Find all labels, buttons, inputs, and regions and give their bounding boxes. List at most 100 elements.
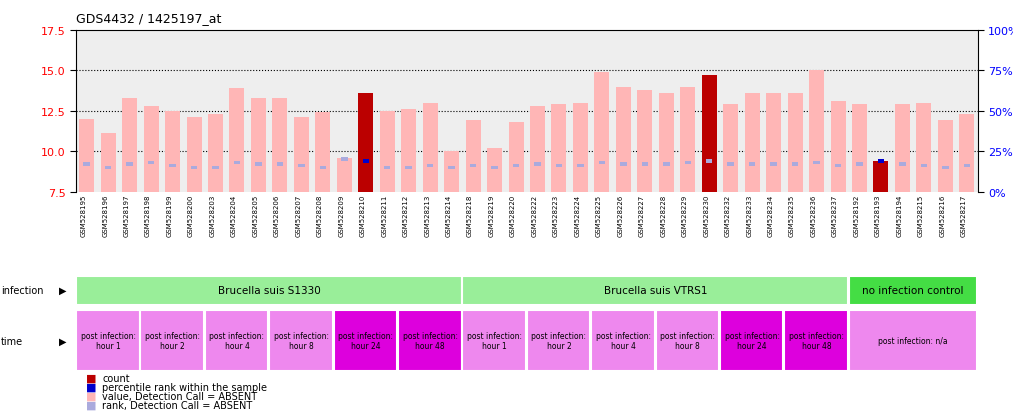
Bar (658, 94, 674, 192)
Bar (792, 163, 798, 166)
Bar (255, 163, 261, 166)
Bar (169, 164, 176, 168)
Text: GSM528225: GSM528225 (596, 195, 602, 237)
Bar (76, 310, 140, 371)
Text: GSM528218: GSM528218 (467, 195, 473, 237)
Bar (655, 310, 719, 371)
Bar (727, 163, 733, 166)
Bar (921, 164, 927, 168)
Text: GSM528215: GSM528215 (918, 195, 924, 237)
Bar (105, 166, 111, 170)
Text: GSM528229: GSM528229 (682, 195, 688, 237)
Bar (123, 99, 137, 192)
Bar (745, 94, 760, 192)
Bar (213, 166, 219, 170)
Bar (444, 152, 459, 192)
Bar (294, 118, 309, 192)
Bar (556, 164, 562, 168)
Bar (190, 166, 198, 170)
Bar (76, 276, 462, 305)
Text: GSM528217: GSM528217 (960, 195, 966, 237)
Bar (449, 166, 455, 170)
Text: post infection:
hour 48: post infection: hour 48 (402, 331, 458, 350)
Text: GSM528211: GSM528211 (381, 195, 387, 237)
Bar (637, 90, 652, 192)
Text: post infection:
hour 4: post infection: hour 4 (596, 331, 651, 350)
Bar (208, 115, 223, 192)
Text: post infection:
hour 2: post infection: hour 2 (145, 331, 201, 350)
Bar (141, 310, 204, 371)
Bar (462, 310, 526, 371)
Text: GSM528220: GSM528220 (510, 195, 516, 237)
Bar (595, 73, 610, 192)
Bar (723, 105, 738, 192)
Bar (551, 105, 566, 192)
Text: ▶: ▶ (59, 336, 66, 346)
Bar (787, 94, 802, 192)
Text: GSM528235: GSM528235 (789, 195, 795, 237)
Bar (384, 166, 390, 170)
Text: GSM528223: GSM528223 (553, 195, 559, 237)
Bar (462, 276, 848, 305)
Bar (702, 76, 717, 192)
Text: GSM528194: GSM528194 (897, 195, 903, 237)
Text: ▶: ▶ (59, 285, 66, 296)
Bar (681, 88, 695, 192)
Bar (856, 163, 863, 166)
Text: GSM528236: GSM528236 (810, 195, 816, 237)
Bar (592, 310, 654, 371)
Bar (938, 121, 953, 192)
Bar (165, 112, 180, 192)
Bar (641, 163, 648, 166)
Text: GSM528197: GSM528197 (124, 195, 130, 237)
Bar (405, 166, 412, 170)
Text: GSM528237: GSM528237 (832, 195, 838, 237)
Bar (144, 107, 159, 192)
Bar (269, 310, 332, 371)
Text: GSM528213: GSM528213 (424, 195, 431, 237)
Text: GSM528209: GSM528209 (338, 195, 344, 237)
Bar (534, 163, 541, 166)
Bar (599, 161, 605, 165)
Bar (577, 164, 583, 168)
Bar (809, 71, 824, 192)
Bar (766, 94, 781, 192)
Bar (205, 310, 268, 371)
Text: value, Detection Call = ABSENT: value, Detection Call = ABSENT (102, 391, 257, 401)
Bar (616, 88, 631, 192)
Bar (341, 158, 347, 161)
Bar (466, 121, 480, 192)
Text: GSM528224: GSM528224 (574, 195, 580, 237)
Text: GSM528226: GSM528226 (617, 195, 623, 237)
Bar (900, 163, 906, 166)
Text: post infection:
hour 8: post infection: hour 8 (274, 331, 329, 350)
Text: GSM528203: GSM528203 (210, 195, 216, 237)
Bar (487, 149, 502, 192)
Bar (359, 94, 373, 192)
Text: GSM528232: GSM528232 (724, 195, 730, 237)
Bar (186, 118, 202, 192)
Bar (127, 163, 133, 166)
Text: GSM528222: GSM528222 (532, 195, 538, 237)
Text: time: time (1, 336, 23, 346)
Text: GSM528214: GSM528214 (446, 195, 452, 237)
Bar (530, 107, 545, 192)
Text: post infection:
hour 24: post infection: hour 24 (338, 331, 393, 350)
Text: post infection:
hour 48: post infection: hour 48 (789, 331, 844, 350)
Bar (664, 163, 670, 166)
Bar (380, 112, 395, 192)
Text: GSM528199: GSM528199 (166, 195, 172, 237)
Bar (963, 164, 970, 168)
Bar (771, 163, 777, 166)
Bar (749, 163, 756, 166)
Text: post infection:
hour 4: post infection: hour 4 (210, 331, 264, 350)
Text: GSM528198: GSM528198 (145, 195, 151, 237)
Text: GSM528230: GSM528230 (703, 195, 709, 237)
Bar (315, 113, 330, 192)
Text: rank, Detection Call = ABSENT: rank, Detection Call = ABSENT (102, 400, 252, 410)
Bar (942, 166, 948, 170)
Bar (527, 310, 591, 371)
Bar (706, 160, 712, 163)
Text: infection: infection (1, 285, 44, 296)
Bar (398, 310, 462, 371)
